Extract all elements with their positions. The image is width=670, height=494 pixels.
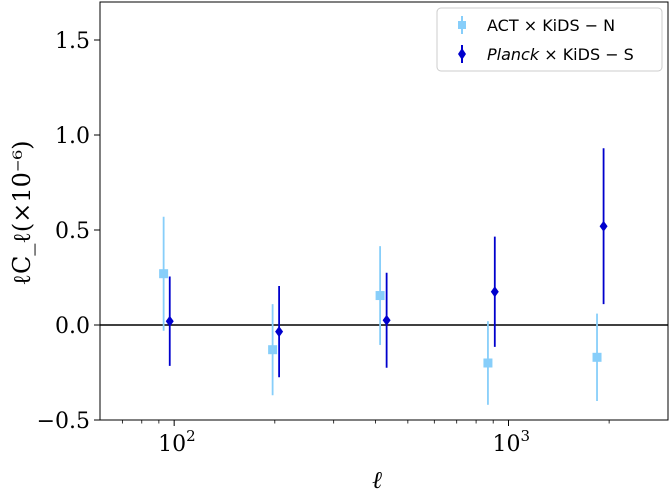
marker-series-0-point-0	[159, 269, 169, 279]
x-tick-label-base-0: 10	[158, 432, 186, 457]
marker-series-1-point-1	[275, 326, 284, 338]
x-tick-label-exp-1: 3	[520, 427, 530, 445]
marker-series-0-point-4	[592, 352, 602, 362]
legend-box	[436, 7, 663, 72]
y-tick-label-4: 1.5	[55, 29, 90, 54]
marker-series-0-point-1	[268, 345, 278, 355]
legend-label-planck-italic: Planck	[487, 45, 540, 64]
plot-frame	[99, 1, 669, 421]
x-tick-label-1: 103	[492, 427, 530, 457]
marker-series-1-point-4	[599, 220, 608, 232]
legend-label-planck-rest: × KiDS − S	[539, 45, 634, 64]
marker-series-0-point-3	[483, 358, 493, 368]
legend-item-planck: Planck × KiDS − S	[458, 45, 634, 64]
legend-label-act: ACT × KiDS − N	[487, 16, 615, 35]
x-tick-label-base-1: 10	[492, 432, 520, 457]
y-tick-label-3: 1.0	[55, 124, 90, 149]
legend-item-act: ACT × KiDS − N	[458, 16, 615, 35]
marker-series-1-point-2	[382, 314, 391, 326]
legend-marker-planck	[458, 48, 466, 60]
marker-series-1-point-3	[490, 286, 499, 298]
legend-label-planck: Planck × KiDS − S	[487, 45, 634, 64]
legend-marker-act	[458, 21, 466, 29]
y-tick-label-2: 0.5	[55, 219, 90, 244]
marker-series-1-point-0	[165, 315, 174, 327]
x-tick-label-exp-0: 2	[186, 427, 196, 445]
legend: ACT × KiDS − N Planck × KiDS − S	[436, 7, 663, 72]
y-tick-label-0: −0.5	[37, 409, 90, 434]
marker-series-0-point-2	[375, 291, 385, 301]
chart-marks	[100, 148, 668, 405]
y-axis-label: ℓC_ℓ(×10⁻⁶)	[8, 140, 36, 285]
plot-area	[100, 2, 668, 420]
y-tick-label-1: 0.0	[55, 314, 90, 339]
x-axis-label: ℓ	[372, 466, 382, 494]
x-tick-label-0: 102	[158, 427, 196, 457]
